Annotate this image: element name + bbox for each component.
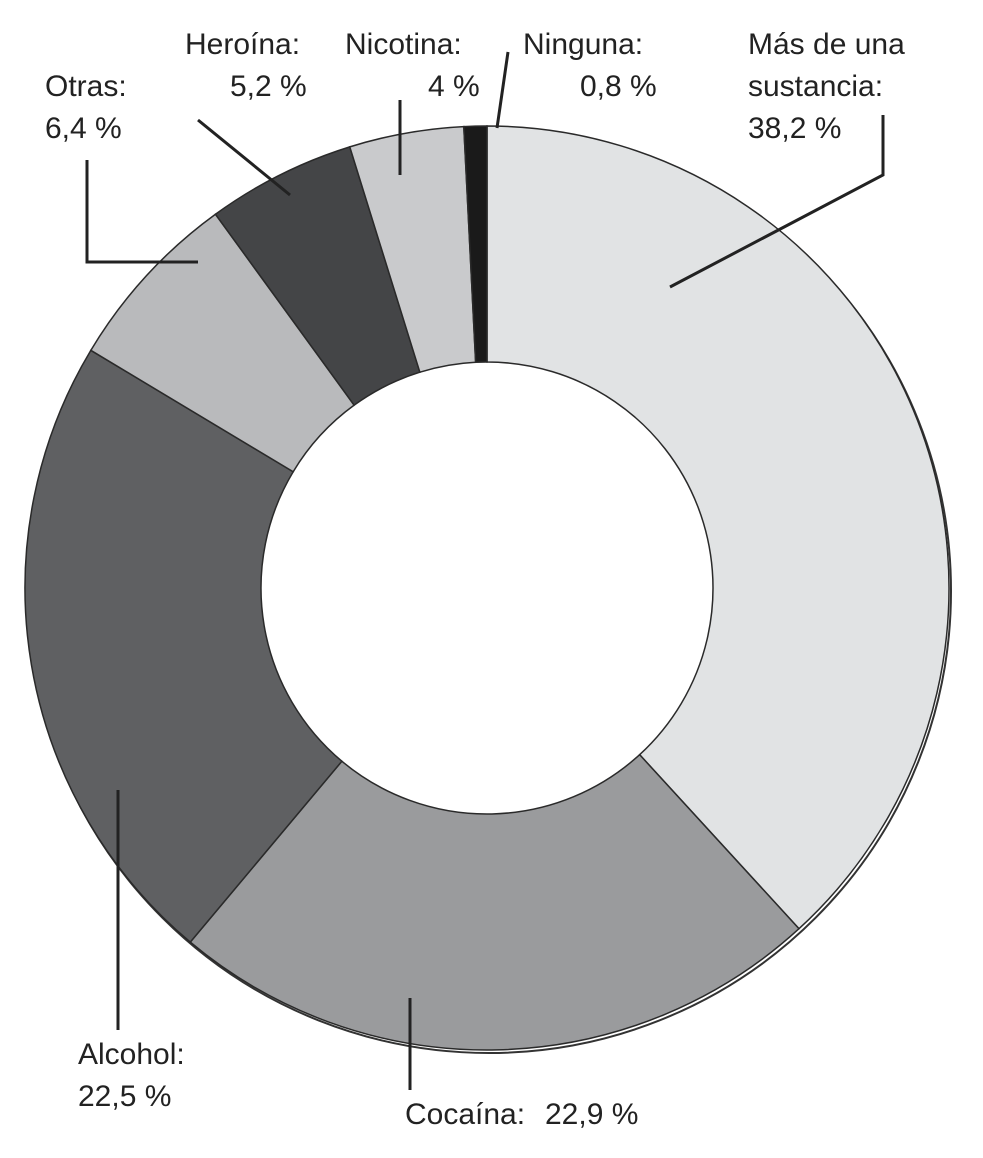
donut-slice [189, 753, 801, 1051]
category-label: Nicotina: [345, 28, 462, 61]
value-label: 6,4 % [45, 112, 122, 145]
value-label: 0,8 % [580, 70, 657, 103]
category-label: Alcohol: [78, 1038, 185, 1071]
leader-line [669, 115, 885, 289]
value-label: 4 % [428, 70, 480, 103]
category-label: Ninguna: [523, 28, 644, 61]
leader-line [85, 160, 198, 264]
category-label: Otras: [45, 70, 127, 103]
category-label: Cocaína: [405, 1098, 526, 1131]
leader-line [197, 118, 291, 197]
value-label: 38,2 % [748, 112, 842, 145]
category-label: Heroína: [185, 28, 301, 61]
donut-slice [463, 125, 488, 364]
value-label: 5,2 % [230, 70, 307, 103]
leader-line [495, 51, 510, 129]
category-label: Más de una sustancia: [748, 28, 905, 103]
value-label: 22,5 % [78, 1080, 172, 1113]
donut-slice [24, 349, 343, 944]
value-label: 22,9 % [545, 1098, 639, 1131]
